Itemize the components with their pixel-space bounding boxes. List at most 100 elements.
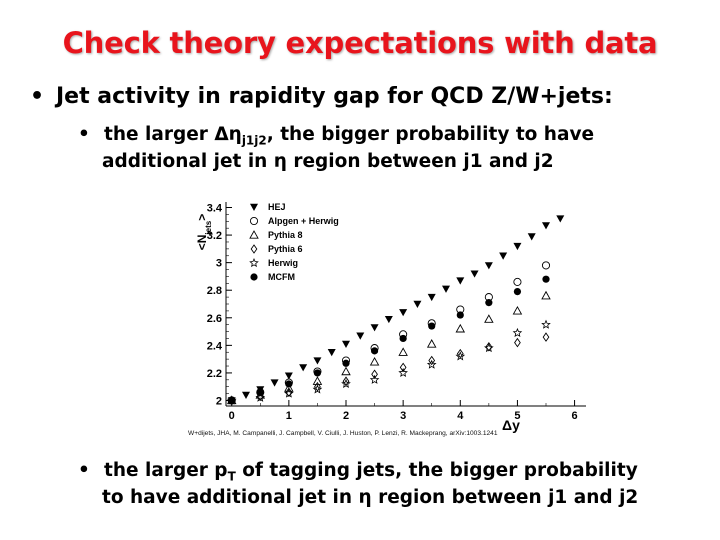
data-point-hej [427, 293, 436, 302]
data-point-pythia-8 [284, 383, 294, 392]
bullet-2-subscript: j1j2 [241, 133, 267, 148]
legend-label-herwig: Herwig [268, 258, 298, 268]
data-point-pythia-8 [455, 323, 466, 333]
data-point-herwig [512, 327, 523, 338]
legend-marker-mcfm [250, 273, 258, 281]
data-point-pythia-6 [285, 387, 293, 398]
legend-label-hej: HEJ [268, 202, 286, 212]
chart-legend: HEJ Alpgen + Herwig Pythia 8 Pythia 6 Herwig… [249, 202, 339, 282]
data-point-pythia-6 [514, 337, 521, 348]
bullet-2-pre: the larger [104, 124, 215, 145]
bullet-3: • the larger pT of tagging jets, the bigg… [78, 460, 638, 484]
x-tick-label: 0 [229, 410, 235, 422]
data-point-pythia-8 [484, 314, 494, 323]
chart-axes: 2 2.2 2.4 2.6 2.8 3 3.2 3.4 0 1 2 3 4 5 6 [207, 202, 586, 422]
bullet-2-post: , the bigger probability to have [266, 124, 595, 145]
bullet-3-pre: the larger p [104, 460, 228, 481]
chart-x-axis-label: Δy [502, 417, 520, 433]
data-point-hej [242, 391, 250, 399]
chart-caption: W+dijets, JHA, M. Campanelli, J. Campbel… [188, 430, 498, 437]
data-point-hej [327, 349, 336, 357]
y-tick-label: 2.2 [207, 368, 222, 380]
chart: 2 2.2 2.4 2.6 2.8 3 3.2 3.4 0 1 2 3 4 5 6 HEJ Alpgen + … [188, 202, 586, 437]
legend-label-pythia-6: Pythia 6 [268, 244, 303, 254]
data-point-hej [356, 332, 365, 340]
y-tick-label: 3 [216, 258, 222, 270]
data-point-pythia-6 [456, 348, 464, 359]
x-tick-label: 6 [572, 410, 578, 422]
data-point-hej [542, 222, 550, 230]
y-tick-label: 2.8 [207, 285, 222, 297]
data-point-mcfm [313, 369, 322, 377]
data-point-hej [299, 364, 308, 372]
data-point-mcfm [370, 347, 379, 355]
bullet-marker: • [78, 460, 90, 481]
data-point-pythia-8 [541, 290, 551, 300]
data-point-hej [556, 215, 565, 223]
x-tick-label: 5 [514, 410, 520, 422]
data-point-herwig [284, 388, 294, 398]
data-point-pythia-6 [428, 355, 436, 366]
data-point-hej [342, 340, 350, 348]
bullet-2-line2: additional jet in η region between j1 an… [102, 151, 554, 172]
y-tick-label: 3.2 [207, 230, 222, 242]
bullet-marker: • [30, 84, 45, 109]
data-point-alpgen-herwig [541, 261, 551, 270]
legend-label-alpgen-herwig: Alpgen + Herwig [268, 216, 339, 226]
bullet-3-post: of tagging jets, the bigger probability [235, 460, 638, 481]
x-tick-label: 2 [343, 410, 349, 422]
data-point-hej [499, 252, 508, 260]
data-point-hej [270, 379, 279, 387]
x-tick-label: 3 [400, 410, 406, 422]
data-point-mcfm [542, 275, 550, 283]
legend-marker-pythia-6 [250, 244, 258, 254]
data-point-alpgen-herwig [513, 277, 522, 286]
data-point-mcfm [513, 287, 522, 296]
data-point-hej [313, 357, 322, 365]
legend-label-mcfm: MCFM [268, 272, 295, 282]
data-point-hej [527, 233, 536, 241]
legend-label-pythia-8: Pythia 8 [268, 230, 303, 240]
data-point-hej [284, 372, 293, 380]
chart-data-points [226, 215, 565, 406]
bullet-1-text: Jet activity in rapidity gap for QCD Z/W… [56, 84, 613, 109]
x-tick-label: 1 [286, 410, 292, 422]
data-point-hej [370, 324, 379, 332]
data-point-hej [413, 300, 422, 308]
data-point-mcfm [428, 322, 436, 330]
data-point-herwig [341, 378, 351, 389]
delta-eta-symbol: Δη [214, 124, 242, 145]
bullet-3-line2: to have additional jet in η region betwe… [102, 487, 639, 508]
data-point-hej [513, 242, 522, 251]
data-point-pythia-8 [312, 376, 323, 385]
data-point-herwig [455, 351, 466, 361]
data-point-mcfm [485, 299, 493, 307]
y-tick-label: 3.4 [207, 203, 223, 215]
data-point-pythia-8 [512, 305, 523, 315]
y-tick-label: 2.6 [207, 313, 222, 325]
data-point-hej [399, 309, 408, 317]
data-point-pythia-8 [426, 339, 437, 348]
data-point-pythia-8 [341, 366, 351, 376]
data-point-hej [384, 315, 393, 324]
data-point-herwig [541, 319, 551, 329]
data-point-herwig [426, 359, 437, 369]
data-point-pythia-6 [371, 369, 378, 380]
data-point-hej [484, 262, 493, 270]
data-point-herwig [398, 367, 408, 377]
data-point-pythia-6 [542, 332, 550, 342]
data-point-pythia-8 [369, 356, 380, 366]
legend-marker-hej [250, 203, 258, 211]
bullet-marker: • [78, 124, 90, 145]
data-point-herwig [255, 392, 266, 402]
data-point-mcfm [285, 380, 293, 388]
slide-title: Check theory expectations with data [62, 26, 658, 60]
bullet-2: • the larger Δηj1j2, the bigger probabili… [78, 124, 594, 148]
data-point-herwig [484, 343, 494, 353]
data-point-hej [456, 277, 465, 285]
legend-marker-herwig [249, 257, 259, 268]
data-point-pythia-6 [485, 341, 493, 352]
data-point-mcfm [342, 359, 350, 367]
data-point-mcfm [399, 334, 407, 343]
legend-marker-pythia-8 [249, 230, 259, 239]
